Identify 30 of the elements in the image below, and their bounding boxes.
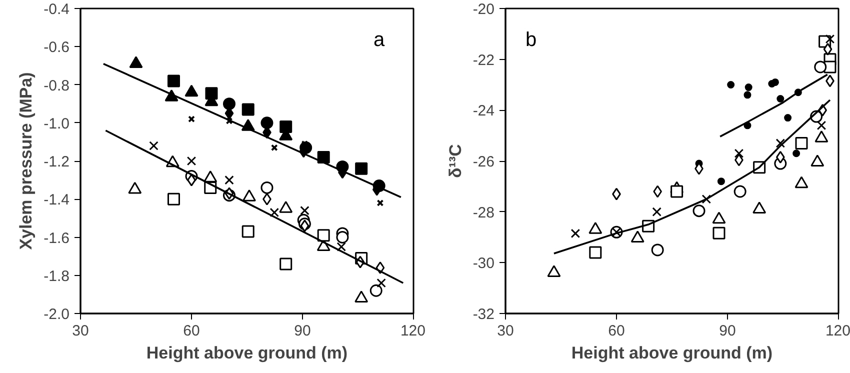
x-tick-label: 30 <box>497 322 514 340</box>
y-tick-label: -0.4 <box>44 1 70 18</box>
annotation: a <box>374 29 386 52</box>
y-tick-label: -26 <box>472 154 495 170</box>
y-tick-label: -32 <box>472 306 495 323</box>
y-tick-label: -2.0 <box>44 306 70 323</box>
y-tick-label: -22 <box>472 52 495 69</box>
annotation: b <box>525 29 537 52</box>
y-tick-label: -1.0 <box>44 115 70 132</box>
x-tick-label: 120 <box>400 322 426 340</box>
x-tick-label: 120 <box>825 322 850 340</box>
y-tick-label: -30 <box>472 255 495 272</box>
x-tick-label: 30 <box>72 322 89 340</box>
y-tick-label: -0.6 <box>44 39 70 56</box>
y-axis-title: Xylem pressure (MPa) <box>16 72 36 250</box>
y-tick-label: -1.8 <box>44 268 70 285</box>
x-axis-title: Height above ground (m) <box>146 344 348 362</box>
x-tick-label: 90 <box>719 322 736 340</box>
x-tick-label: 90 <box>294 322 311 340</box>
x-tick-label: 60 <box>608 322 625 340</box>
x-tick-label: 60 <box>183 322 200 340</box>
y-tick-label: -20 <box>472 1 495 18</box>
x-axis-title: Height above ground (m) <box>571 344 773 362</box>
y-tick-label: -0.8 <box>44 77 70 94</box>
y-tick-label: -1.6 <box>44 230 70 247</box>
y-axis-title: δ¹³C <box>446 144 465 178</box>
y-tick-label: -24 <box>472 102 495 120</box>
y-tick-label: -1.4 <box>44 192 70 209</box>
y-tick-label: -28 <box>472 204 495 222</box>
y-tick-label: -1.2 <box>44 154 70 170</box>
